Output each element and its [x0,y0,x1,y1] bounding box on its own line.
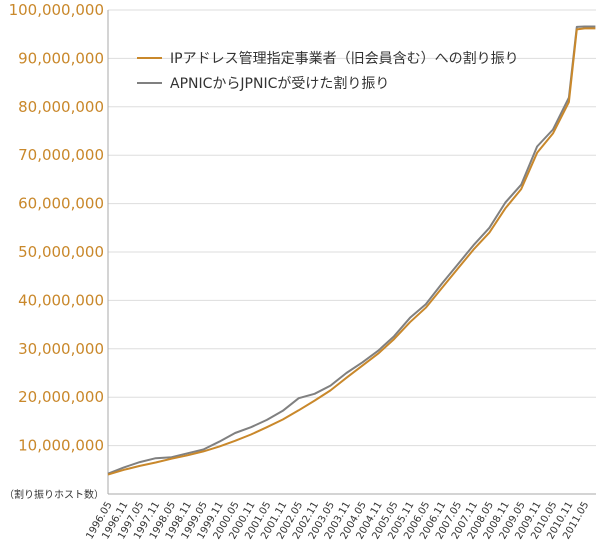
y-tick-label: 50,000,000 [18,243,104,261]
y-tick-label: 40,000,000 [18,291,104,309]
y-axis-tick-labels: 10,000,000 20,000,000 30,000,000 40,000,000… [9,1,104,455]
legend-label-jpnic-members: IPアドレス管理指定事業者（旧会員含む）への割り振り [170,50,519,67]
y-axis-label: （割り振りホスト数） [4,488,104,501]
grid-lines [108,9,596,447]
series-lines [107,25,596,476]
y-tick-label: 90,000,000 [18,49,104,67]
x-axis-tick-labels: 1996.051996.111997.051997.111998.051998.… [84,500,591,541]
series-line-jpnic-members [107,27,596,476]
axes [107,10,596,495]
y-tick-label: 100,000,000 [9,1,104,19]
series-line-apnic-to-jpnic [107,25,596,475]
y-tick-label: 80,000,000 [18,98,104,116]
y-tick-label: 10,000,000 [18,437,104,455]
y-tick-label: 30,000,000 [18,340,104,358]
legend-label-apnic-to-jpnic: APNICからJPNICが受けた割り振り [170,75,389,92]
y-tick-label: 60,000,000 [18,195,104,213]
y-tick-label: 70,000,000 [18,146,104,164]
legend: IPアドレス管理指定事業者（旧会員含む）への割り振り APNICからJPNICが… [137,50,519,92]
y-tick-label: 20,000,000 [18,388,104,406]
